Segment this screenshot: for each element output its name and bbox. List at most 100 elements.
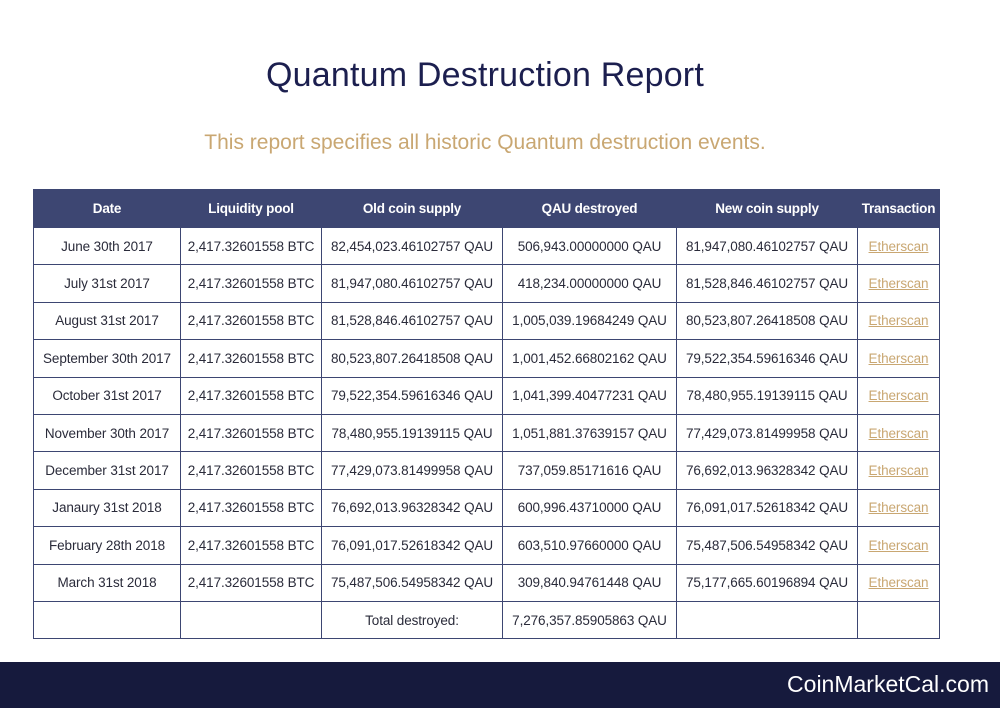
cell-date: July 31st 2017 xyxy=(33,264,181,303)
cell-date: November 30th 2017 xyxy=(33,413,181,453)
cell-qau-destroyed: 600,996.43710000 QAU xyxy=(502,488,677,528)
cell-new-coin-supply: 75,487,506.54958342 QAU xyxy=(676,526,858,565)
cell-liquidity-pool: 2,417.32601558 BTC xyxy=(180,563,322,602)
total-empty-cell xyxy=(676,600,858,640)
cell-old-coin-supply: 77,429,073.81499958 QAU xyxy=(321,451,503,490)
table-row: June 30th 2017 2,417.32601558 BTC 82,454,0… xyxy=(33,226,940,266)
cell-old-coin-supply: 81,947,080.46102757 QAU xyxy=(321,264,503,303)
cell-transaction: Etherscan xyxy=(857,563,940,602)
table-row: July 31st 2017 2,417.32601558 BTC 81,947,0… xyxy=(33,264,940,303)
etherscan-link[interactable]: Etherscan xyxy=(868,388,929,404)
cell-liquidity-pool: 2,417.32601558 BTC xyxy=(180,339,322,378)
cell-transaction: Etherscan xyxy=(857,526,940,565)
cell-old-coin-supply: 76,692,013.96328342 QAU xyxy=(321,488,503,528)
cell-transaction: Etherscan xyxy=(857,301,940,341)
cell-old-coin-supply: 80,523,807.26418508 QAU xyxy=(321,339,503,378)
cell-liquidity-pool: 2,417.32601558 BTC xyxy=(180,301,322,341)
etherscan-link[interactable]: Etherscan xyxy=(868,350,929,366)
cell-liquidity-pool: 2,417.32601558 BTC xyxy=(180,264,322,303)
etherscan-link[interactable]: Etherscan xyxy=(868,238,929,254)
column-header-qau-destroyed: QAU destroyed xyxy=(502,189,677,228)
cell-new-coin-supply: 81,947,080.46102757 QAU xyxy=(676,226,858,266)
cell-liquidity-pool: 2,417.32601558 BTC xyxy=(180,226,322,266)
total-empty-cell xyxy=(33,600,181,640)
cell-qau-destroyed: 1,005,039.19684249 QAU xyxy=(502,301,677,341)
footer-brand: CoinMarketCal.com xyxy=(787,671,989,697)
cell-liquidity-pool: 2,417.32601558 BTC xyxy=(180,488,322,528)
column-header-old-coin-supply: Old coin supply xyxy=(321,189,503,228)
cell-new-coin-supply: 76,692,013.96328342 QAU xyxy=(676,451,858,490)
footer-bar: CoinMarketCal.com xyxy=(0,662,1000,708)
etherscan-link[interactable]: Etherscan xyxy=(868,425,929,441)
cell-qau-destroyed: 309,840.94761448 QAU xyxy=(502,563,677,602)
cell-date: September 30th 2017 xyxy=(33,339,181,378)
table-row: October 31st 2017 2,417.32601558 BTC 79,52… xyxy=(33,376,940,415)
cell-transaction: Etherscan xyxy=(857,413,940,453)
cell-date: June 30th 2017 xyxy=(33,226,181,266)
total-row: Total destroyed: 7,276,357.85905863 QAU xyxy=(33,600,940,640)
cell-date: December 31st 2017 xyxy=(33,451,181,490)
table-header-row: Date Liquidity pool Old coin supply QAU … xyxy=(33,189,940,228)
cell-date: October 31st 2017 xyxy=(33,376,181,415)
cell-qau-destroyed: 1,001,452.66802162 QAU xyxy=(502,339,677,378)
cell-new-coin-supply: 79,522,354.59616346 QAU xyxy=(676,339,858,378)
cell-old-coin-supply: 81,528,846.46102757 QAU xyxy=(321,301,503,341)
table-row: August 31st 2017 2,417.32601558 BTC 81,528… xyxy=(33,301,940,341)
etherscan-link[interactable]: Etherscan xyxy=(868,276,929,292)
cell-transaction: Etherscan xyxy=(857,264,940,303)
cell-old-coin-supply: 76,091,017.52618342 QAU xyxy=(321,526,503,565)
table-body: June 30th 2017 2,417.32601558 BTC 82,454,0… xyxy=(33,226,940,640)
column-header-date: Date xyxy=(33,189,181,228)
cell-qau-destroyed: 506,943.00000000 QAU xyxy=(502,226,677,266)
cell-transaction: Etherscan xyxy=(857,451,940,490)
table-row: November 30th 2017 2,417.32601558 BTC 78,4… xyxy=(33,413,940,453)
cell-new-coin-supply: 81,528,846.46102757 QAU xyxy=(676,264,858,303)
etherscan-link[interactable]: Etherscan xyxy=(868,537,929,553)
cell-old-coin-supply: 82,454,023.46102757 QAU xyxy=(321,226,503,266)
cell-new-coin-supply: 80,523,807.26418508 QAU xyxy=(676,301,858,341)
page-title: Quantum Destruction Report xyxy=(266,56,704,94)
cell-qau-destroyed: 737,059.85171616 QAU xyxy=(502,451,677,490)
etherscan-link[interactable]: Etherscan xyxy=(868,313,929,329)
cell-liquidity-pool: 2,417.32601558 BTC xyxy=(180,526,322,565)
cell-liquidity-pool: 2,417.32601558 BTC xyxy=(180,376,322,415)
table-row: March 31st 2018 2,417.32601558 BTC 75,487,… xyxy=(33,563,940,602)
destruction-table: Date Liquidity pool Old coin supply QAU … xyxy=(33,189,940,640)
cell-qau-destroyed: 1,051,881.37639157 QAU xyxy=(502,413,677,453)
table-row: February 28th 2018 2,417.32601558 BTC 76,0… xyxy=(33,526,940,565)
cell-liquidity-pool: 2,417.32601558 BTC xyxy=(180,413,322,453)
column-header-liquidity-pool: Liquidity pool xyxy=(180,189,322,228)
cell-qau-destroyed: 1,041,399.40477231 QAU xyxy=(502,376,677,415)
etherscan-link[interactable]: Etherscan xyxy=(868,575,929,591)
cell-date: August 31st 2017 xyxy=(33,301,181,341)
cell-date: March 31st 2018 xyxy=(33,563,181,602)
total-label: Total destroyed: xyxy=(321,600,503,640)
etherscan-link[interactable]: Etherscan xyxy=(868,500,929,516)
total-empty-cell xyxy=(857,600,940,640)
total-value: 7,276,357.85905863 QAU xyxy=(502,600,677,640)
cell-old-coin-supply: 75,487,506.54958342 QAU xyxy=(321,563,503,602)
total-empty-cell xyxy=(180,600,322,640)
cell-transaction: Etherscan xyxy=(857,339,940,378)
cell-transaction: Etherscan xyxy=(857,488,940,528)
table-row: September 30th 2017 2,417.32601558 BTC 80,… xyxy=(33,339,940,378)
cell-new-coin-supply: 78,480,955.19139115 QAU xyxy=(676,376,858,415)
etherscan-link[interactable]: Etherscan xyxy=(868,463,929,479)
cell-new-coin-supply: 75,177,665.60196894 QAU xyxy=(676,563,858,602)
column-header-transaction: Transaction xyxy=(857,189,940,228)
page-subtitle: This report specifies all historic Quant… xyxy=(204,131,766,154)
cell-old-coin-supply: 79,522,354.59616346 QAU xyxy=(321,376,503,415)
cell-qau-destroyed: 418,234.00000000 QAU xyxy=(502,264,677,303)
cell-date: February 28th 2018 xyxy=(33,526,181,565)
table-row: Janaury 31st 2018 2,417.32601558 BTC 76,69… xyxy=(33,488,940,528)
cell-transaction: Etherscan xyxy=(857,226,940,266)
cell-new-coin-supply: 76,091,017.52618342 QAU xyxy=(676,488,858,528)
cell-transaction: Etherscan xyxy=(857,376,940,415)
cell-liquidity-pool: 2,417.32601558 BTC xyxy=(180,451,322,490)
column-header-new-coin-supply: New coin supply xyxy=(676,189,858,228)
cell-new-coin-supply: 77,429,073.81499958 QAU xyxy=(676,413,858,453)
table-row: December 31st 2017 2,417.32601558 BTC 77,4… xyxy=(33,451,940,490)
cell-qau-destroyed: 603,510.97660000 QAU xyxy=(502,526,677,565)
cell-old-coin-supply: 78,480,955.19139115 QAU xyxy=(321,413,503,453)
